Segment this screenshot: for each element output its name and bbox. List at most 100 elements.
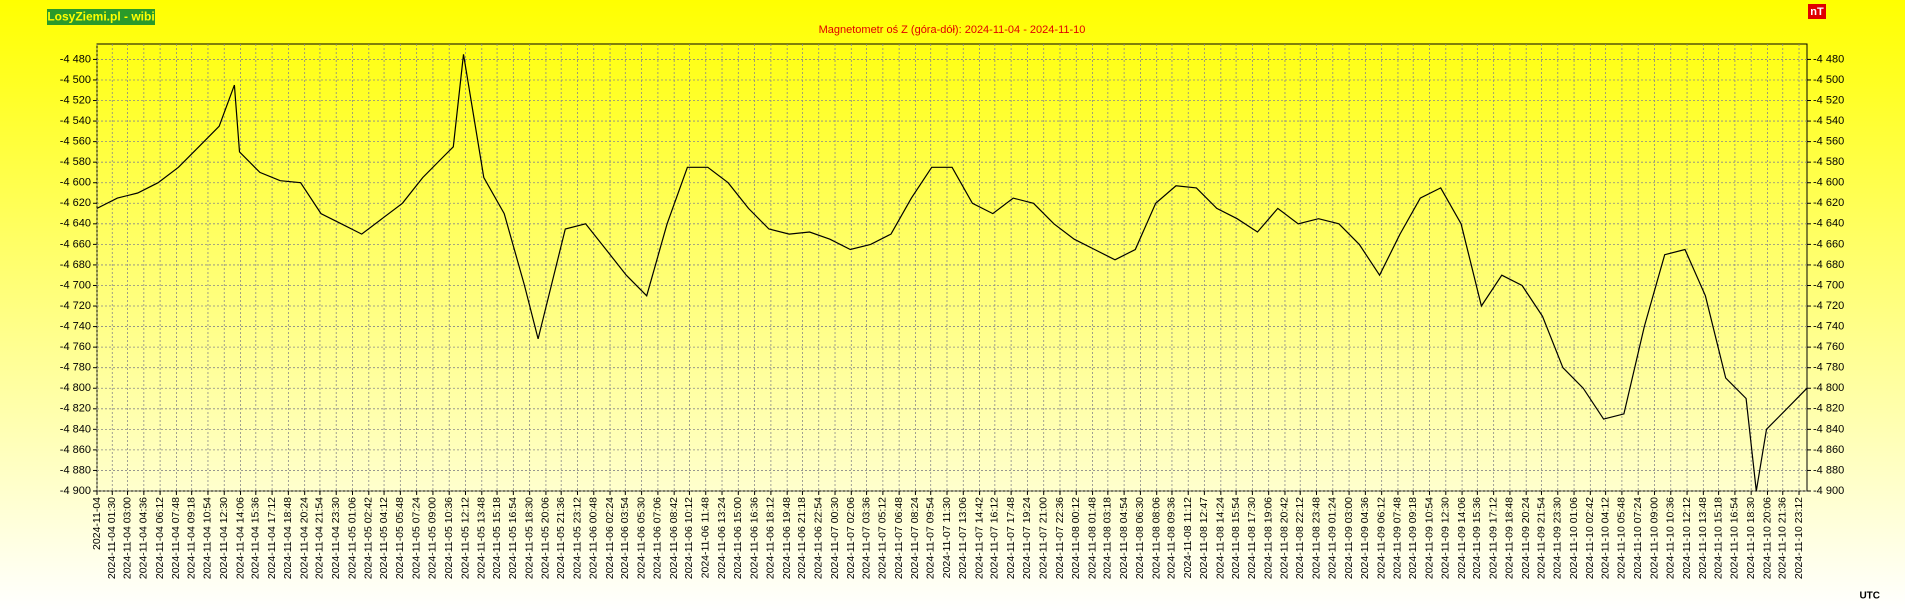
y-tick-label: -4 500 [60, 74, 91, 86]
y-tick-label: -4 600 [1813, 177, 1844, 189]
x-tick-label: 2024-11-05 07:24 [410, 497, 422, 579]
x-tick-label: 2024-11-09 04:36 [1359, 497, 1371, 579]
x-tick-label: 2024-11-10 05:48 [1616, 497, 1628, 579]
x-tick-label: 2024-11-07 13:06 [957, 497, 969, 579]
x-tick-label: 2024-11-09 14:06 [1456, 497, 1468, 579]
x-tick-label: 2024-11-08 22:12 [1294, 497, 1306, 579]
y-tick-label: -4 840 [1813, 423, 1844, 435]
plot: -4 480 -4 480 -4 500 -4 500 -4 520 -4 520 -4 5… [60, 43, 1844, 579]
x-tick-label: 2024-11-09 03:00 [1343, 497, 1355, 579]
y-tick-label: -4 640 [60, 218, 91, 230]
x-tick-label: 2024-11-05 01:06 [346, 497, 358, 579]
y-tick-label: -4 600 [60, 177, 91, 189]
x-tick-label: 2024-11-10 01:06 [1568, 497, 1580, 579]
x-tick-label: 2024-11-07 21:00 [1037, 497, 1049, 579]
x-tick-label: 2024-11-07 02:06 [845, 497, 857, 579]
x-tick-label: 2024-11-05 13:48 [476, 497, 488, 579]
y-tick-label: -4 900 [60, 485, 91, 497]
y-tick-label: -4 880 [60, 464, 91, 476]
x-tick-label: 2024-11-10 21:36 [1777, 497, 1789, 579]
x-tick-label: 2024-11-05 16:54 [507, 497, 519, 579]
y-tick-label: -4 580 [1813, 156, 1844, 168]
x-tick-label: 2024-11-10 12:12 [1681, 497, 1693, 579]
x-tick-label: 2024-11-08 15:54 [1230, 497, 1242, 579]
x-tick-label: 2024-11-05 10:36 [443, 497, 455, 579]
x-tick-label: 2024-11-10 07:24 [1632, 497, 1644, 579]
x-tick-label: 2024-11-04 10:54 [202, 497, 214, 579]
y-tick-label: -4 540 [1813, 115, 1844, 127]
y-tick-label: -4 720 [60, 300, 91, 312]
y-tick-label: -4 780 [1813, 362, 1844, 374]
y-tick-label: -4 740 [1813, 320, 1844, 332]
y-tick-label: -4 820 [60, 403, 91, 415]
y-tick-label: -4 560 [1813, 136, 1844, 148]
x-tick-label: 2024-11-06 22:54 [813, 497, 825, 579]
x-tick-label: 2024-11-09 09:18 [1407, 497, 1419, 579]
x-tick-label: 2024-11-07 16:12 [989, 497, 1001, 579]
x-tick-label: 2024-11-08 23:48 [1310, 497, 1322, 579]
x-tick-label: 2024-11-04 12:30 [218, 497, 230, 579]
y-tick-label: -4 800 [1813, 382, 1844, 394]
x-tick-label: 2024-11-10 09:00 [1648, 497, 1660, 579]
y-tick-label: -4 660 [60, 238, 91, 250]
x-tick-label: 2024-11-04 01:30 [106, 497, 118, 579]
x-tick-label: 2024-11-04 03:00 [121, 497, 133, 579]
x-tick-label: 2024-11-05 09:00 [427, 497, 439, 579]
x-tick-label: 2024-11-05 15:18 [491, 497, 503, 579]
x-tick-label: 2024-11-06 21:18 [796, 497, 808, 579]
chart-title: Magnetometr oś Z (góra-dół): 2024-11-04 … [819, 24, 1086, 36]
y-tick-label: -4 620 [60, 197, 91, 209]
x-tick-label: 2024-11-09 07:48 [1392, 497, 1404, 579]
x-tick-label: 2024-11-07 09:54 [924, 497, 936, 579]
plot-area [96, 43, 1808, 492]
y-tick-label: -4 560 [60, 136, 91, 148]
x-tick-label: 2024-11-08 08:06 [1150, 497, 1162, 579]
x-tick-label: 2024-11-09 18:48 [1504, 497, 1516, 579]
x-tick-label: 2024-11-06 19:48 [781, 497, 793, 579]
y-tick-label: -4 620 [1813, 197, 1844, 209]
x-tick-label: 2024-11-10 02:42 [1584, 497, 1596, 579]
x-tick-label: 2024-11-04 [91, 497, 103, 550]
x-tick-label: 2024-11-04 14:06 [234, 497, 246, 579]
y-tick-label: -4 760 [1813, 341, 1844, 353]
x-tick-label: 2024-11-06 03:54 [619, 497, 631, 579]
y-tick-label: -4 520 [1813, 94, 1844, 106]
x-tick-label: 2024-11-08 19:06 [1262, 497, 1274, 579]
x-tick-label: 2024-11-04 18:48 [282, 497, 294, 579]
x-tick-label: 2024-11-08 06:30 [1134, 497, 1146, 579]
x-tick-label: 2024-11-04 06:12 [154, 497, 166, 579]
x-tick-label: 2024-11-05 23:12 [571, 497, 583, 579]
brand: LosyZiemi.pl - wibi [47, 10, 154, 24]
x-tick-label: 2024-11-10 23:12 [1793, 497, 1805, 579]
y-tick-label: -4 740 [60, 320, 91, 332]
y-tick-label: -4 480 [60, 53, 91, 65]
x-tick-label: 2024-11-06 10:12 [683, 497, 695, 579]
y-tick-label: -4 800 [60, 382, 91, 394]
y-tick-label: -4 880 [1813, 464, 1844, 476]
y-tick-label: -4 700 [1813, 279, 1844, 291]
y-tick-label: -4 680 [1813, 259, 1844, 271]
x-tick-label: 2024-11-07 05:12 [877, 497, 889, 579]
y-tick-label: -4 700 [60, 279, 91, 291]
y-tick-label: -4 480 [1813, 53, 1844, 65]
y-tick-label: -4 860 [60, 444, 91, 456]
x-tick-label: 2024-11-06 16:36 [748, 497, 760, 579]
x-tick-label: 2024-11-06 07:06 [652, 497, 664, 579]
y-tick-label: -4 860 [1813, 444, 1844, 456]
x-tick-label: 2024-11-07 11:30 [941, 497, 953, 579]
x-tick-label: 2024-11-09 20:24 [1520, 497, 1532, 579]
x-tick-label: 2024-11-05 21:36 [555, 497, 567, 579]
unit: nT [1810, 6, 1824, 18]
y-tick-label: -4 840 [60, 423, 91, 435]
x-tick-label: 2024-11-07 17:48 [1005, 497, 1017, 579]
x-tick-label: 2024-11-09 15:36 [1471, 497, 1483, 579]
y-tick-label: -4 660 [1813, 238, 1844, 250]
y-tick-label: -4 720 [1813, 300, 1844, 312]
x-tick-label: 2024-11-04 04:36 [138, 497, 150, 579]
x-tick-label: 2024-11-08 11:12 [1182, 497, 1194, 579]
x-tick-label: 2024-11-06 05:30 [635, 497, 647, 579]
y-tick-label: -4 820 [1813, 403, 1844, 415]
